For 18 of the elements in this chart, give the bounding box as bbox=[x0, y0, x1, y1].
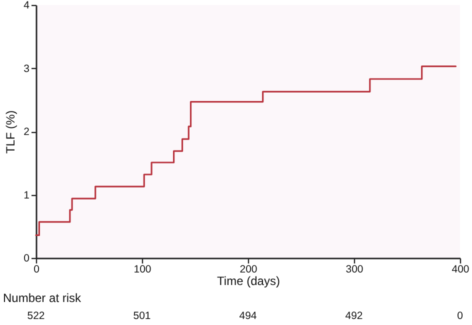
y-tick-label: 4 bbox=[24, 0, 30, 12]
text: 0 bbox=[457, 310, 464, 322]
x-tick-label: 300 bbox=[346, 264, 364, 276]
text: 492 bbox=[345, 310, 363, 322]
x-tick-label: 0 bbox=[34, 264, 40, 276]
x-tick-label: 200 bbox=[240, 264, 258, 276]
text: Number at risk bbox=[3, 291, 82, 305]
text: 501 bbox=[133, 310, 151, 322]
y-tick-label: 3 bbox=[24, 62, 30, 75]
text: 522 bbox=[27, 310, 45, 322]
x-tick-label: 400 bbox=[452, 264, 470, 276]
x-axis-title: Time (days) bbox=[217, 274, 280, 288]
y-tick-label: 2 bbox=[24, 126, 30, 138]
y-axis-title: TLF (%) bbox=[4, 110, 18, 154]
text: 494 bbox=[239, 310, 257, 322]
y-tick-label: 0 bbox=[24, 252, 30, 264]
y-tick-label: 1 bbox=[24, 189, 30, 202]
x-tick-label: 100 bbox=[134, 264, 152, 276]
